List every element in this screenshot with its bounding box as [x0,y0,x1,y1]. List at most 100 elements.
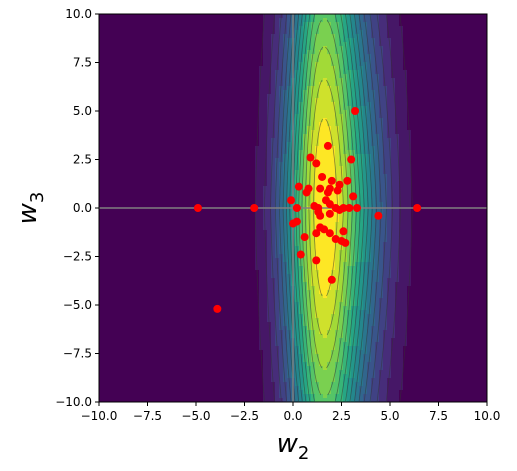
contour-cell [287,70,292,75]
contour-cell [263,374,268,379]
contour-cell [251,18,256,23]
contour-cell [103,194,108,199]
contour-cell [215,54,220,59]
contour-cell [223,30,228,35]
contour-cell [207,338,212,343]
contour-cell [235,394,240,399]
contour-cell [263,314,268,319]
contour-cell [255,286,260,291]
contour-cell [163,98,168,103]
contour-cell [303,62,308,67]
contour-cell [299,334,304,339]
contour-cell [231,226,236,231]
contour-cell [115,262,120,267]
contour-cell [103,138,108,143]
contour-cell [99,102,104,107]
contour-cell [287,50,292,55]
contour-cell [127,234,132,239]
contour-cell [131,34,136,39]
contour-cell [175,286,180,291]
contour-cell [251,306,256,311]
contour-cell [215,278,220,283]
contour-cell [179,266,184,271]
contour-cell [219,174,224,179]
contour-cell [271,226,276,231]
contour-cell [155,142,160,147]
contour-cell [159,374,164,379]
contour-cell [263,290,268,295]
contour-cell [135,342,140,347]
contour-cell [203,34,208,39]
contour-cell [171,194,176,199]
contour-cell [103,262,108,267]
contour-cell [223,110,228,115]
contour-cell [219,330,224,335]
contour-cell [99,90,104,95]
contour-cell [271,298,276,303]
contour-cell [279,362,284,367]
contour-cell [279,222,284,227]
contour-cell [123,398,128,402]
contour-cell [251,178,256,183]
contour-cell [187,286,192,291]
contour-cell [207,46,212,51]
contour-cell [231,66,236,71]
contour-cell [183,202,188,207]
contour-cell [195,194,200,199]
contour-cell [111,238,116,243]
contour-cell [135,394,140,399]
contour-cell [155,198,160,203]
contour-cell [171,114,176,119]
contour-cell [143,354,148,359]
contour-cell [135,186,140,191]
contour-cell [211,310,216,315]
contour-cell [103,222,108,227]
contour-cell [155,54,160,59]
contour-cell [103,270,108,275]
contour-cell [119,50,124,55]
contour-cell [251,150,256,155]
contour-cell [223,226,228,231]
contour-cell [171,342,176,347]
contour-cell [215,230,220,235]
contour-cell [247,142,252,147]
contour-cell [171,90,176,95]
contour-cell [103,170,108,175]
contour-cell [135,62,140,67]
contour-cell [167,26,172,31]
contour-cell [215,358,220,363]
contour-cell [135,46,140,51]
contour-cell [215,374,220,379]
contour-cell [127,258,132,263]
contour-cell [275,222,280,227]
contour-cell [163,62,168,67]
contour-cell [147,110,152,115]
contour-cell [163,394,168,399]
contour-cell [203,346,208,351]
contour-cell [179,130,184,135]
contour-cell [171,246,176,251]
contour-cell [203,58,208,63]
contour-cell [207,386,212,391]
contour-cell [195,346,200,351]
contour-cell [171,354,176,359]
contour-cell [111,378,116,383]
contour-cell [267,298,272,303]
contour-cell [299,114,304,119]
contour-cell [231,138,236,143]
contour-cell [127,174,132,179]
contour-cell [175,78,180,83]
contour-cell [107,282,112,287]
contour-cell [215,14,220,19]
contour-cell [139,178,144,183]
contour-cell [263,42,268,47]
contour-cell [199,90,204,95]
contour-cell [167,38,172,43]
contour-cell [127,22,132,27]
contour-cell [167,134,172,139]
contour-cell [251,110,256,115]
contour-cell [215,226,220,231]
contour-cell [171,102,176,107]
contour-cell [211,262,216,267]
contour-cell [247,106,252,111]
